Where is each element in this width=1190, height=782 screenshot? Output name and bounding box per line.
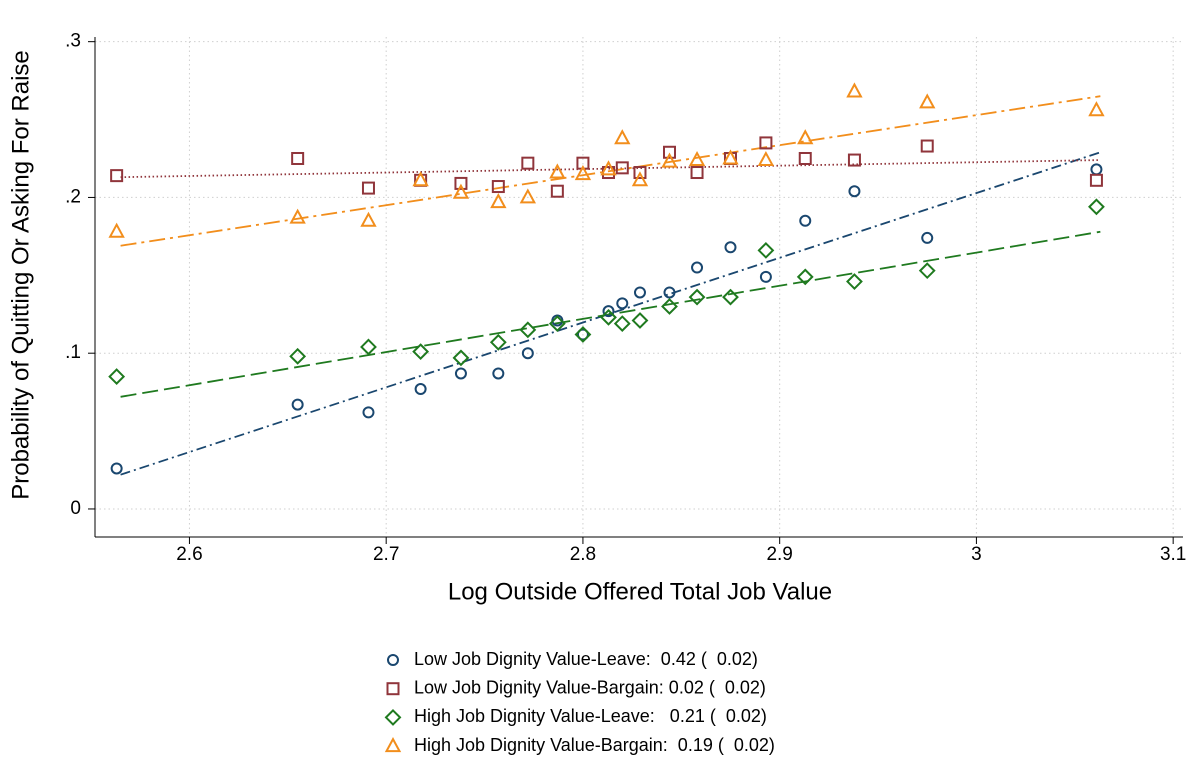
point bbox=[108, 222, 125, 238]
y-tick-label: .1 bbox=[65, 342, 81, 363]
point bbox=[360, 338, 377, 356]
x-axis-title: Log Outside Offered Total Job Value bbox=[448, 578, 832, 605]
point bbox=[662, 145, 676, 159]
point bbox=[602, 305, 615, 318]
legend-label: Low Job Dignity Value-Leave: 0.42 ( 0.02… bbox=[414, 649, 758, 669]
point bbox=[920, 139, 934, 153]
legend-label: High Job Dignity Value-Bargain: 0.19 ( 0… bbox=[414, 735, 775, 755]
point bbox=[110, 169, 124, 183]
point bbox=[489, 333, 507, 351]
point bbox=[519, 188, 537, 204]
point bbox=[412, 171, 429, 187]
point bbox=[1090, 163, 1103, 176]
point bbox=[757, 150, 775, 167]
point bbox=[452, 349, 470, 367]
legend-label: Low Job Dignity Value-Bargain: 0.02 ( 0.… bbox=[414, 677, 766, 697]
fit-line bbox=[120, 230, 1101, 398]
point bbox=[289, 208, 306, 224]
point bbox=[663, 286, 676, 299]
point bbox=[616, 297, 629, 310]
legend-label: High Job Dignity Value-Leave: 0.21 ( 0.0… bbox=[414, 706, 767, 726]
point bbox=[491, 180, 505, 194]
x-tick-label: 2.8 bbox=[570, 544, 596, 565]
point bbox=[798, 151, 812, 165]
point bbox=[550, 184, 564, 198]
point bbox=[574, 164, 592, 181]
point bbox=[454, 176, 468, 190]
legend-marker bbox=[387, 654, 399, 666]
point bbox=[521, 347, 534, 360]
point bbox=[919, 93, 936, 109]
point bbox=[289, 347, 307, 365]
y-tick-label: .2 bbox=[65, 186, 81, 207]
point bbox=[688, 288, 706, 306]
point bbox=[724, 241, 737, 254]
point bbox=[722, 149, 739, 165]
point bbox=[110, 462, 123, 475]
point bbox=[412, 343, 430, 361]
point bbox=[1088, 101, 1105, 117]
point bbox=[757, 241, 775, 259]
point bbox=[490, 193, 507, 209]
point bbox=[1088, 198, 1105, 216]
point bbox=[759, 136, 773, 150]
x-tick-label: 2.9 bbox=[766, 544, 792, 565]
point bbox=[521, 156, 535, 170]
point bbox=[691, 261, 704, 274]
point bbox=[291, 398, 304, 411]
x-tick-label: 3 bbox=[971, 544, 982, 565]
point bbox=[799, 214, 812, 227]
point bbox=[360, 211, 377, 227]
x-tick-label: 2.7 bbox=[373, 544, 399, 565]
point bbox=[600, 308, 617, 326]
y-tick-label: .3 bbox=[65, 31, 81, 52]
point bbox=[797, 129, 814, 145]
point bbox=[631, 171, 649, 187]
point bbox=[361, 181, 375, 195]
point bbox=[108, 368, 126, 385]
point bbox=[633, 286, 646, 299]
legend-marker bbox=[384, 737, 402, 753]
point bbox=[362, 406, 375, 419]
point bbox=[615, 161, 629, 175]
point bbox=[548, 315, 566, 333]
point bbox=[1089, 173, 1103, 187]
point bbox=[846, 82, 863, 98]
point bbox=[690, 166, 704, 180]
point bbox=[921, 231, 934, 244]
point bbox=[549, 163, 566, 179]
point bbox=[661, 152, 678, 168]
fit-line bbox=[120, 95, 1101, 247]
point bbox=[631, 312, 649, 329]
point bbox=[633, 166, 647, 180]
x-tick-label: 3.1 bbox=[1160, 544, 1186, 565]
point bbox=[688, 150, 706, 167]
point bbox=[492, 367, 505, 380]
point bbox=[574, 326, 592, 343]
point bbox=[414, 383, 427, 396]
point bbox=[846, 273, 863, 290]
x-tick-label: 2.6 bbox=[176, 544, 202, 565]
point bbox=[454, 367, 467, 380]
legend-marker bbox=[384, 708, 402, 726]
fit-line bbox=[120, 159, 1101, 179]
point bbox=[576, 328, 589, 341]
y-tick-label: 0 bbox=[70, 498, 81, 519]
point bbox=[759, 270, 772, 283]
point bbox=[847, 153, 861, 167]
point bbox=[661, 298, 678, 315]
point bbox=[613, 315, 631, 333]
point bbox=[918, 262, 936, 280]
point bbox=[519, 321, 537, 339]
y-axis-title: Probability of Quitting Or Asking For Ra… bbox=[7, 50, 34, 500]
point bbox=[614, 129, 631, 145]
point bbox=[722, 288, 739, 306]
point bbox=[291, 151, 305, 165]
point bbox=[600, 160, 617, 176]
point bbox=[452, 183, 470, 199]
legend-marker bbox=[386, 682, 400, 696]
point bbox=[796, 268, 814, 286]
point bbox=[848, 185, 861, 198]
